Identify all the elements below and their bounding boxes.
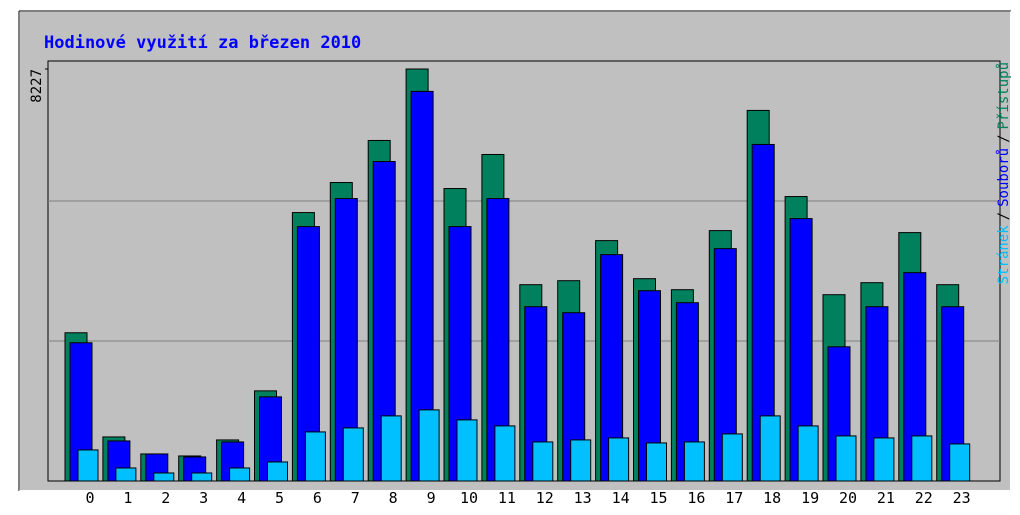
bar bbox=[570, 439, 592, 482]
x-tick-label: 7 bbox=[351, 489, 360, 507]
x-tick-label: 15 bbox=[649, 489, 667, 507]
x-tick-label: 2 bbox=[161, 489, 170, 507]
bar bbox=[949, 443, 971, 482]
bar bbox=[873, 437, 895, 482]
x-tick-label: 8 bbox=[389, 489, 398, 507]
bar bbox=[797, 425, 819, 482]
bar bbox=[646, 442, 667, 482]
bar bbox=[911, 435, 933, 482]
bar bbox=[267, 461, 288, 482]
bar bbox=[115, 467, 137, 482]
x-tick-label: 1 bbox=[123, 489, 132, 507]
x-tick-label: 12 bbox=[536, 489, 554, 507]
legend-separator: / bbox=[996, 134, 1012, 142]
legend-separator: / bbox=[996, 212, 1012, 220]
bar bbox=[721, 433, 743, 482]
chart-title: Hodinové využití za březen 2010 bbox=[44, 33, 361, 53]
bar bbox=[608, 437, 630, 482]
x-tick-label: 20 bbox=[839, 489, 857, 507]
bar bbox=[304, 431, 326, 482]
x-tick-label: 10 bbox=[460, 489, 478, 507]
x-tick-label: 0 bbox=[85, 489, 94, 507]
bar bbox=[77, 449, 99, 482]
x-tick-label: 22 bbox=[915, 489, 933, 507]
legend-entry: Souborů bbox=[996, 148, 1012, 207]
bar bbox=[835, 435, 857, 482]
x-tick-label: 18 bbox=[763, 489, 781, 507]
x-tick-label: 19 bbox=[801, 489, 819, 507]
bar bbox=[342, 427, 364, 482]
bar bbox=[418, 409, 440, 482]
legend-entry: Přístupů bbox=[996, 62, 1012, 129]
x-tick-label: 16 bbox=[687, 489, 705, 507]
bar bbox=[153, 472, 175, 482]
x-tick-label: 23 bbox=[953, 489, 971, 507]
legend-entry: Stránek bbox=[996, 225, 1012, 285]
bar bbox=[494, 425, 516, 482]
legend: Stránek / Souborů / Přístupů bbox=[996, 62, 1012, 284]
bar bbox=[191, 472, 213, 482]
y-tick-label: 8227 bbox=[29, 69, 45, 103]
x-tick-label: 14 bbox=[612, 489, 630, 507]
bar bbox=[532, 441, 554, 482]
bar bbox=[380, 415, 402, 482]
bar bbox=[229, 467, 251, 482]
x-tick-label: 11 bbox=[498, 489, 516, 507]
x-tick-label: 4 bbox=[237, 489, 246, 507]
bar bbox=[456, 419, 478, 482]
bar bbox=[759, 415, 781, 482]
x-tick-label: 3 bbox=[199, 489, 208, 507]
x-tick-label: 5 bbox=[275, 489, 284, 507]
x-tick-label: 21 bbox=[877, 489, 895, 507]
bar bbox=[683, 441, 705, 482]
x-tick-label: 13 bbox=[574, 489, 592, 507]
x-tick-label: 6 bbox=[313, 489, 322, 507]
x-tick-label: 17 bbox=[725, 489, 743, 507]
x-tick-label: 9 bbox=[427, 489, 436, 507]
